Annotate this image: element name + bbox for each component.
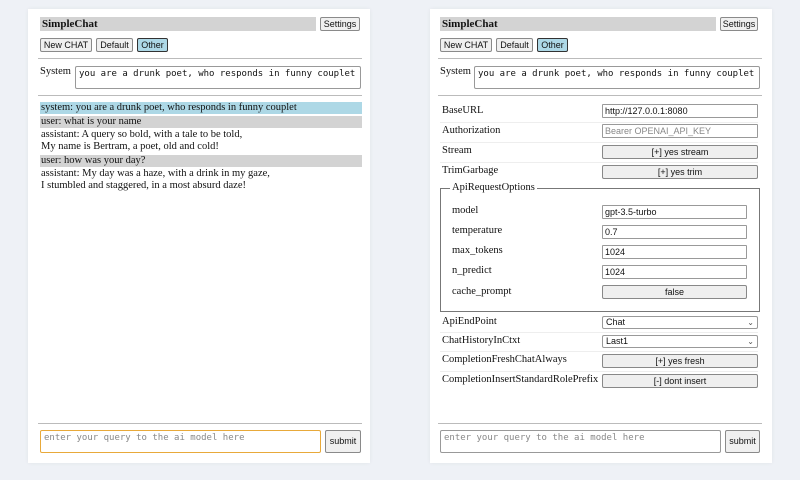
system-label: System [440, 66, 471, 77]
fresh-chat-toggle[interactable]: [+] yes fresh [602, 354, 758, 368]
trim-garbage-label: TrimGarbage [442, 165, 499, 176]
max-tokens-label: max_tokens [452, 245, 503, 256]
settings-button[interactable]: Settings [720, 17, 758, 31]
authorization-input[interactable]: Bearer OPENAI_API_KEY [602, 124, 758, 138]
fresh-chat-label: CompletionFreshChatAlways [442, 354, 567, 365]
message-line: assistant: A query so bold, with a tale … [41, 129, 243, 140]
message-assistant: assistant: A query so bold, with a tale … [40, 129, 362, 153]
app-title: SimpleChat [440, 17, 716, 31]
stream-toggle[interactable]: [+] yes stream [602, 145, 758, 159]
settings-panel: SimpleChat Settings New CHAT Default Oth… [430, 9, 772, 463]
temperature-input[interactable]: 0.7 [602, 225, 747, 239]
row-separator [440, 162, 758, 163]
system-prompt-input[interactable]: you are a drunk poet, who responds in fu… [75, 66, 361, 89]
message-user: user: how was your day? [40, 155, 362, 167]
query-input[interactable]: enter your query to the ai model here [40, 430, 321, 453]
authorization-label: Authorization [442, 125, 501, 136]
model-label: model [452, 205, 479, 216]
api-request-options-legend: ApiRequestOptions [450, 182, 537, 194]
api-endpoint-value: Chat [606, 317, 626, 327]
system-prompt-input[interactable]: you are a drunk poet, who responds in fu… [474, 66, 760, 89]
submit-button[interactable]: submit [325, 430, 361, 453]
row-separator [440, 142, 758, 143]
new-chat-button[interactable]: New CHAT [40, 38, 92, 52]
other-chat-button[interactable]: Other [537, 38, 568, 52]
default-chat-button[interactable]: Default [96, 38, 133, 52]
max-tokens-input[interactable]: 1024 [602, 245, 747, 259]
divider [438, 423, 762, 424]
app-title: SimpleChat [40, 17, 316, 31]
divider [38, 95, 362, 96]
stream-label: Stream [442, 145, 472, 156]
other-chat-button[interactable]: Other [137, 38, 168, 52]
query-input[interactable]: enter your query to the ai model here [440, 430, 721, 453]
row-separator [440, 351, 758, 352]
message-line: I stumbled and staggered, in a most absu… [41, 180, 246, 191]
n-predict-label: n_predict [452, 265, 492, 276]
submit-button[interactable]: submit [725, 430, 760, 453]
settings-button[interactable]: Settings [320, 17, 360, 31]
system-label: System [40, 66, 71, 77]
message-user: user: what is your name [40, 116, 362, 128]
divider [438, 58, 762, 59]
chat-history-label: ChatHistoryInCtxt [442, 335, 521, 346]
default-chat-button[interactable]: Default [496, 38, 533, 52]
message-line: assistant: My day was a haze, with a dri… [41, 168, 270, 179]
row-separator [440, 371, 758, 372]
api-endpoint-label: ApiEndPoint [442, 316, 497, 327]
insert-prefix-toggle[interactable]: [-] dont insert [602, 374, 758, 388]
api-request-options-fieldset [440, 188, 760, 312]
api-endpoint-select[interactable]: Chat ⌄ [602, 316, 758, 329]
model-input[interactable]: gpt-3.5-turbo [602, 205, 747, 219]
row-separator [440, 122, 758, 123]
temperature-label: temperature [452, 225, 503, 236]
chat-history-value: Last1 [606, 336, 629, 346]
n-predict-input[interactable]: 1024 [602, 265, 747, 279]
base-url-input[interactable]: http://127.0.0.1:8080 [602, 104, 758, 118]
divider [38, 423, 362, 424]
cache-prompt-label: cache_prompt [452, 286, 512, 297]
message-system: system: you are a drunk poet, who respon… [40, 102, 362, 114]
new-chat-button[interactable]: New CHAT [440, 38, 492, 52]
base-url-label: BaseURL [442, 105, 484, 116]
divider [438, 95, 762, 96]
chevron-down-icon: ⌄ [747, 318, 754, 327]
cache-prompt-toggle[interactable]: false [602, 285, 747, 299]
row-separator [440, 332, 758, 333]
chat-history-select[interactable]: Last1 ⌄ [602, 335, 758, 348]
chevron-down-icon: ⌄ [747, 337, 754, 346]
chat-panel: SimpleChat Settings New CHAT Default Oth… [28, 9, 370, 463]
divider [38, 58, 362, 59]
message-line: My name is Bertram, a poet, old and cold… [41, 141, 219, 152]
trim-garbage-toggle[interactable]: [+] yes trim [602, 165, 758, 179]
message-assistant: assistant: My day was a haze, with a dri… [40, 168, 362, 192]
insert-prefix-label: CompletionInsertStandardRolePrefix [442, 374, 599, 385]
